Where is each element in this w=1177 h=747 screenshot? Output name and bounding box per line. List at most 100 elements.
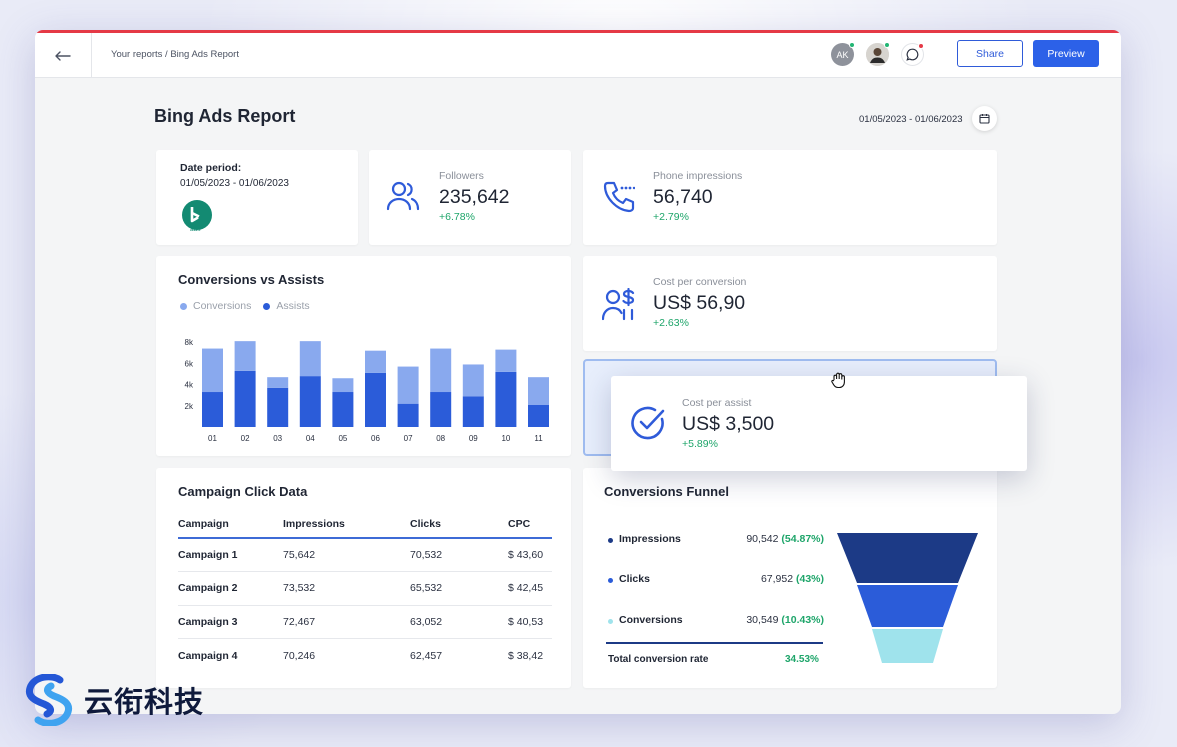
bar-conversions[interactable] xyxy=(397,366,419,404)
x-tick-label: 10 xyxy=(501,434,510,443)
users-icon xyxy=(386,181,420,211)
cell-clicks: 70,532 xyxy=(410,538,508,572)
cell-clicks: 63,052 xyxy=(410,605,508,639)
funnel-item-pct: (10.43%) xyxy=(781,614,824,626)
funnel-item-pct: (54.87%) xyxy=(781,533,824,545)
y-tick-label: 4k xyxy=(185,381,194,390)
funnel-item-name: Conversions xyxy=(619,614,683,626)
kpi-delta: +2.79% xyxy=(653,211,689,223)
online-dot xyxy=(884,42,890,48)
cell-campaign: Campaign 2 xyxy=(178,571,283,606)
app-window: Your reports / Bing Ads Report AK Share … xyxy=(35,30,1121,714)
column-header[interactable]: Impressions xyxy=(283,518,410,539)
x-tick-label: 09 xyxy=(469,434,478,443)
bar-assists[interactable] xyxy=(495,371,517,427)
column-header[interactable]: CPC xyxy=(508,518,552,539)
kpi-phone-card[interactable]: Phone impressions 56,740 +2.79% xyxy=(583,150,997,245)
bar-conversions[interactable] xyxy=(332,378,354,393)
funnel-segment-impressions xyxy=(837,533,978,583)
table-row[interactable]: Campaign 3 72,467 63,052 $ 40,53 xyxy=(178,605,552,639)
table-row[interactable]: Campaign 2 73,532 65,532 $ 42,45 xyxy=(178,571,552,606)
table-header-row: Campaign Impressions Clicks CPC xyxy=(178,518,552,539)
bar-conversions[interactable] xyxy=(267,377,289,388)
date-range-label[interactable]: 01/05/2023 - 01/06/2023 xyxy=(859,114,963,125)
funnel-item-name: Clicks xyxy=(619,573,650,585)
cell-clicks: 62,457 xyxy=(410,649,443,662)
bar-conversions[interactable] xyxy=(528,377,549,405)
avatar-user-photo[interactable] xyxy=(866,42,890,66)
x-tick-label: 06 xyxy=(371,434,380,443)
bar-assists[interactable] xyxy=(332,392,354,427)
bar-assists[interactable] xyxy=(234,370,256,427)
kpi-cost-conversion-card[interactable]: Cost per conversion US$ 56,90 +2.63% xyxy=(583,256,997,351)
breadcrumb[interactable]: Your reports / Bing Ads Report xyxy=(111,49,239,60)
y-tick-label: 8k xyxy=(185,338,194,347)
calendar-icon xyxy=(979,114,990,124)
logo-text: ads xyxy=(190,226,201,233)
brand-name: 云衔科技 xyxy=(84,685,205,719)
funnel-dot xyxy=(608,538,613,543)
check-circle-icon xyxy=(631,406,665,440)
table-row[interactable]: Campaign 4 70,246 62,457 $ 38,42 xyxy=(178,639,552,673)
legend-swatch-conversions xyxy=(180,302,187,310)
bar-chart: 2k4k6k8k10k0102030405060708091011 xyxy=(185,338,549,443)
legend-label: Assists xyxy=(276,300,310,312)
funnel-item-name: Impressions xyxy=(619,533,681,545)
bar-assists[interactable] xyxy=(397,403,419,427)
y-tick-label: 6k xyxy=(185,359,194,368)
funnel-title: Conversions Funnel xyxy=(604,484,729,499)
funnel-divider xyxy=(606,642,823,644)
notification-dot xyxy=(918,43,924,49)
bar-assists[interactable] xyxy=(528,404,549,427)
funnel-item-pct: (43%) xyxy=(795,573,824,585)
online-dot xyxy=(849,42,855,48)
bar-conversions[interactable] xyxy=(299,341,321,377)
brand-logo-icon xyxy=(25,674,73,726)
bar-conversions[interactable] xyxy=(365,350,386,373)
user-icon xyxy=(866,43,889,66)
bar-assists[interactable] xyxy=(365,372,386,427)
x-tick-label: 01 xyxy=(208,434,217,443)
bar-assists[interactable] xyxy=(202,392,223,427)
date-picker-button[interactable] xyxy=(972,106,997,131)
kpi-followers-card[interactable]: Followers 235,642 +6.78% xyxy=(369,150,571,245)
bar-conversions[interactable] xyxy=(202,348,223,393)
kpi-label: Cost per conversion xyxy=(653,276,747,288)
column-header[interactable]: Campaign xyxy=(178,518,283,539)
bar-conversions[interactable] xyxy=(495,349,517,372)
cell-cpc: $ 42,45 xyxy=(508,571,552,606)
bar-assists[interactable] xyxy=(267,387,289,427)
legend-swatch-assists xyxy=(263,302,271,310)
cell-impressions: 73,532 xyxy=(283,571,410,606)
kpi-delta: +6.78% xyxy=(439,211,475,223)
bar-conversions[interactable] xyxy=(234,341,256,371)
conversions-chart-card: Conversions vs Assists Conversions Assis… xyxy=(156,256,571,456)
bing-ads-logo: ads xyxy=(180,200,214,234)
cell-cpc: $ 38,42 xyxy=(508,649,544,662)
kpi-cost-assist-card-dragging[interactable]: Cost per assist US$ 3,500 +5.89% xyxy=(611,376,1027,471)
kpi-label: Phone impressions xyxy=(653,170,743,182)
avatar-initials: AK xyxy=(836,49,849,60)
table-row[interactable]: Campaign 1 75,642 70,532 $ 43,60 xyxy=(178,538,552,572)
funnel-segment-clicks xyxy=(857,585,958,627)
bar-conversions[interactable] xyxy=(430,348,452,393)
column-header[interactable]: Clicks xyxy=(410,518,508,539)
bar-assists[interactable] xyxy=(299,376,321,427)
kpi-delta: +2.63% xyxy=(653,317,689,329)
comments-button[interactable] xyxy=(901,43,924,66)
date-period-card: Date period: 01/05/2023 - 01/06/2023 ads xyxy=(156,150,358,245)
back-button[interactable] xyxy=(35,33,92,78)
funnel-graphic xyxy=(837,533,978,663)
avatar-ak[interactable]: AK xyxy=(831,42,855,66)
preview-button[interactable]: Preview xyxy=(1033,40,1099,67)
bar-assists[interactable] xyxy=(462,396,484,427)
table-title: Campaign Click Data xyxy=(178,484,308,499)
funnel-segment-conversions xyxy=(872,629,943,663)
share-button[interactable]: Share xyxy=(957,40,1023,67)
funnel-item-value: 67,952 xyxy=(760,573,794,585)
total-conversion-label: Total conversion rate xyxy=(608,654,709,665)
x-tick-label: 11 xyxy=(534,434,543,443)
x-tick-label: 07 xyxy=(404,434,413,443)
bar-conversions[interactable] xyxy=(462,364,484,397)
bar-assists[interactable] xyxy=(430,392,452,427)
